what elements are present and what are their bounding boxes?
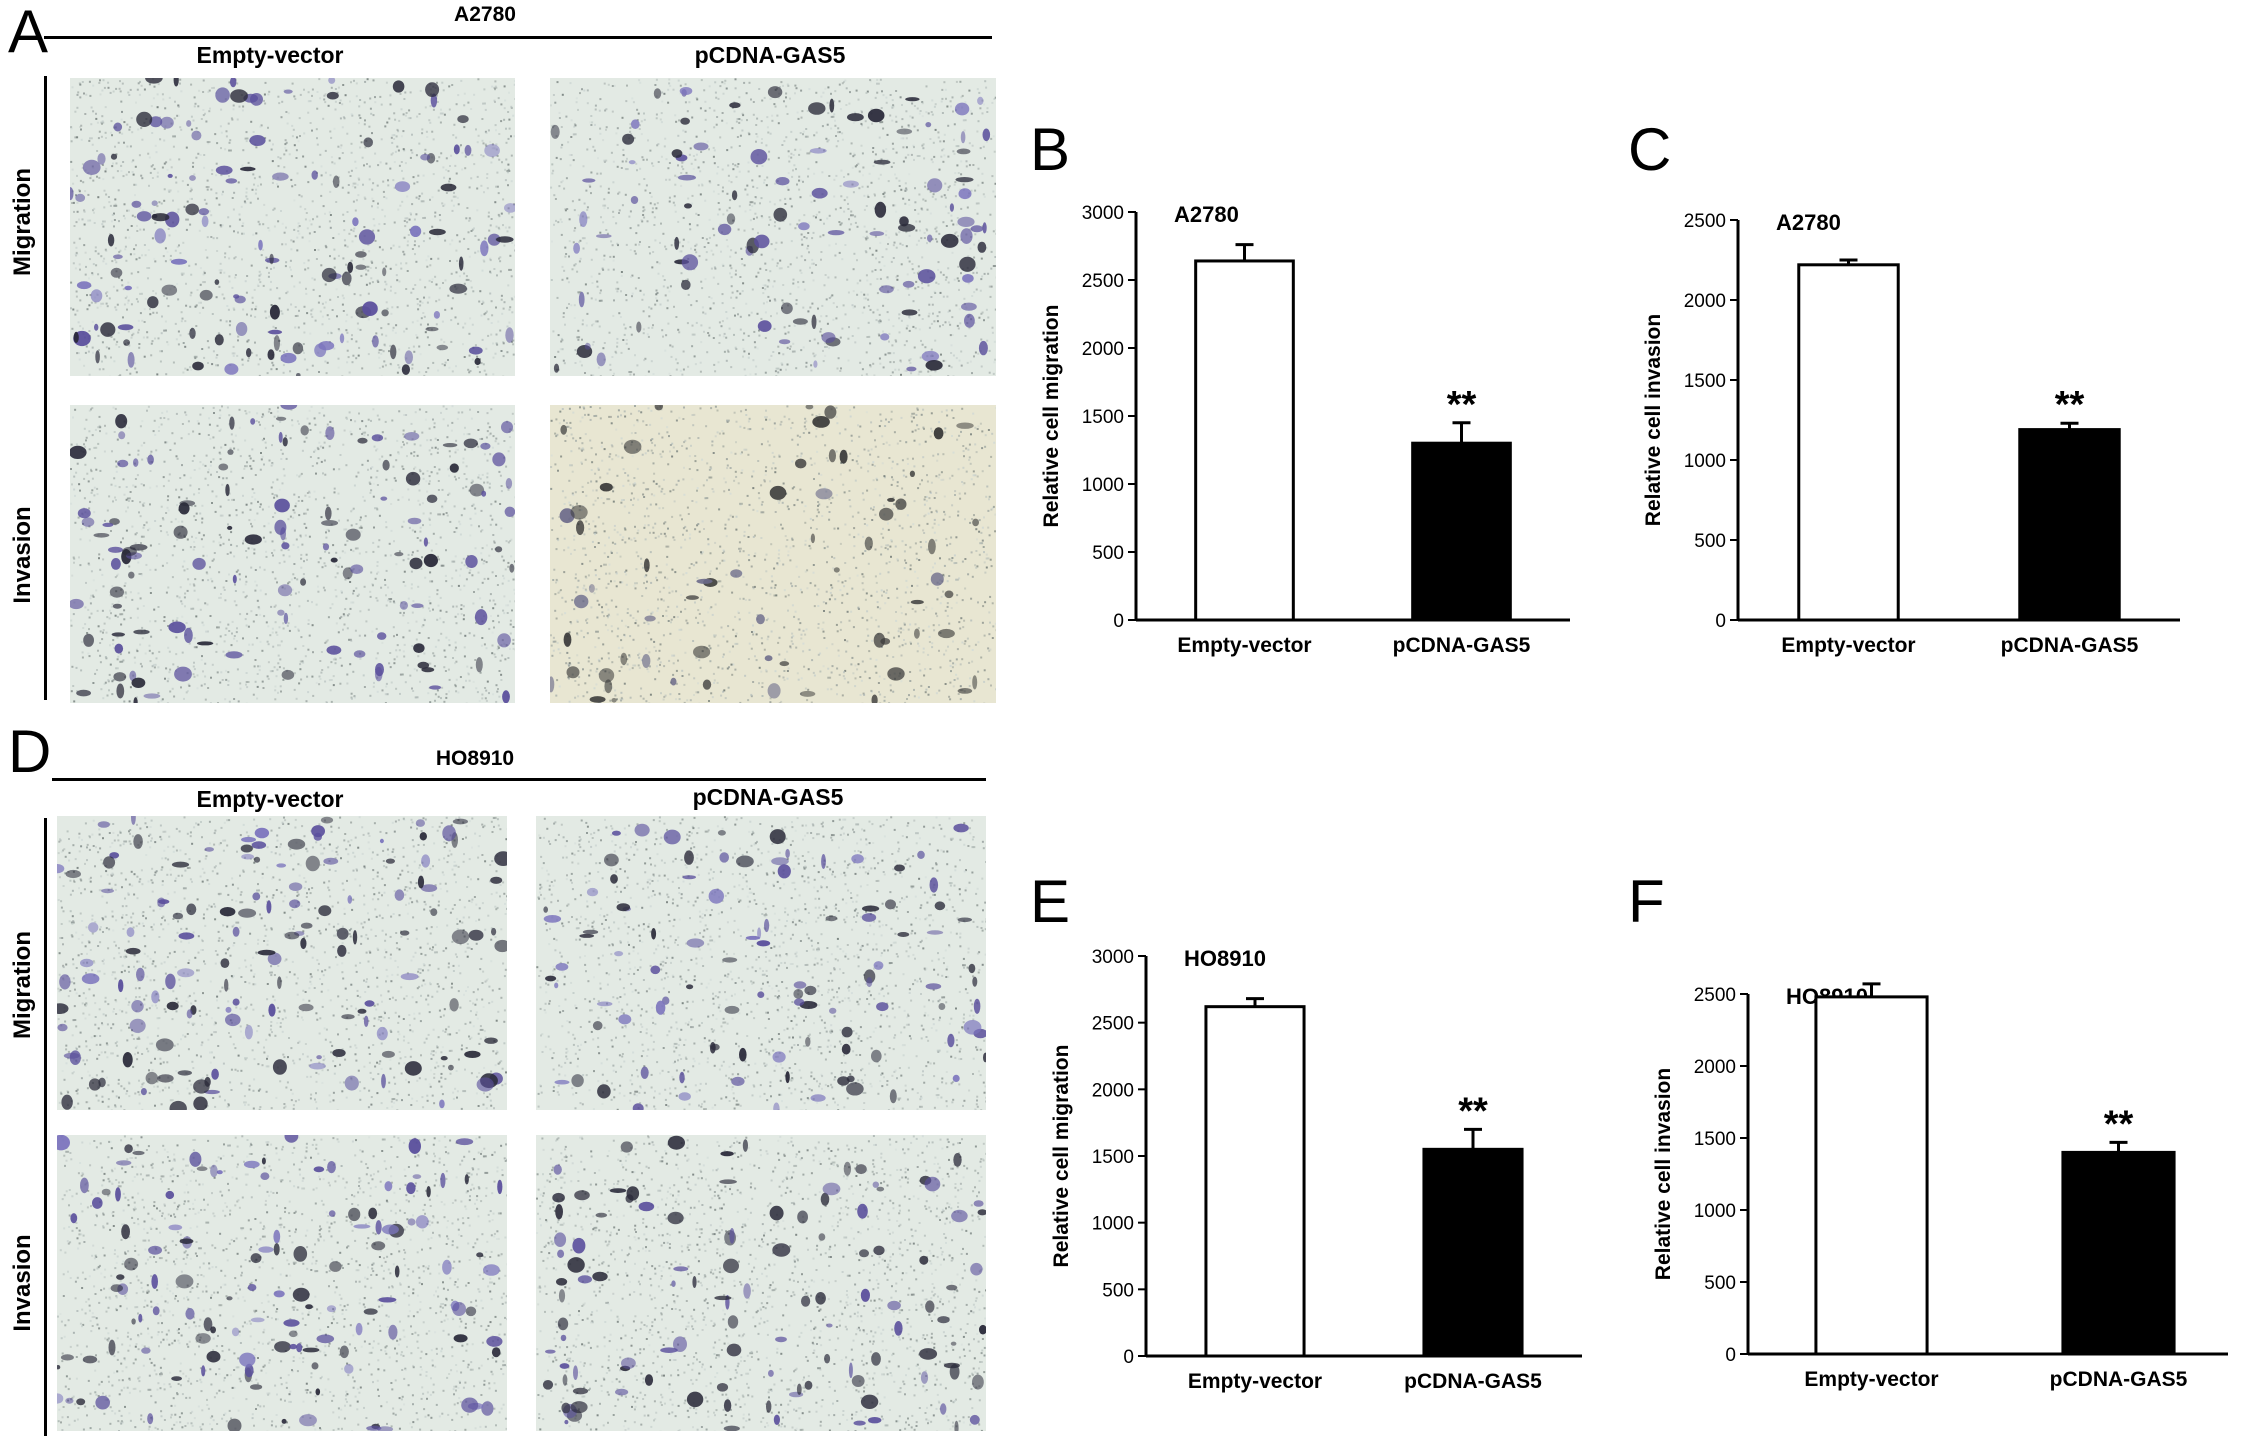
panel-letter-d: D — [8, 718, 52, 785]
y-tick-label: 2500 — [1082, 271, 1124, 292]
panel-a-side-rule — [44, 76, 47, 700]
y-axis-label: Relative cell migration — [1040, 305, 1063, 528]
y-tick-label: 0 — [1715, 611, 1726, 632]
y-tick-label: 1500 — [1082, 407, 1124, 428]
y-tick-label: 2000 — [1082, 339, 1124, 360]
panel-d-row-label-invasion: Invasion — [9, 1234, 36, 1332]
micrograph-ho8910-empty-vector-invasion — [57, 1135, 507, 1431]
chart-b: 0 500 1000 1500 2000 2500 3000 Relative cell mi… — [1040, 202, 1570, 657]
y-tick-label: 2500 — [1694, 985, 1736, 1006]
panel-letter-f: F — [1628, 868, 1665, 935]
y-tick-label: 2500 — [1092, 1014, 1134, 1035]
panel-letter-e: E — [1030, 868, 1071, 935]
bar-empty-vector — [1814, 995, 1929, 1356]
y-tick-label: 1000 — [1684, 451, 1726, 472]
micrograph-a2780-empty-vector-invasion — [70, 405, 515, 703]
chart-e: 0 500 1000 1500 2000 2500 3000 Relative cell mi… — [1050, 946, 1582, 1393]
y-tick-label: 1000 — [1694, 1201, 1736, 1222]
y-tick-label: 3000 — [1092, 947, 1134, 968]
panel-a-top-rule — [44, 36, 992, 39]
bar-pcdna-gas5 — [1411, 441, 1512, 622]
y-tick-label: 500 — [1102, 1280, 1134, 1301]
chart-title: A2780 — [1776, 210, 1841, 235]
significance-marker: ** — [2055, 384, 2085, 426]
significance-marker: ** — [2104, 1103, 2134, 1145]
x-tick-label: pCDNA-GAS5 — [1404, 1370, 1542, 1393]
bar-empty-vector — [1797, 263, 1900, 622]
x-tick-label: Empty-vector — [1188, 1370, 1322, 1393]
y-tick-label: 0 — [1123, 1347, 1134, 1368]
panel-a-col-label-pcdna-gas5: pCDNA-GAS5 — [694, 42, 846, 68]
bar-pcdna-gas5 — [2018, 428, 2121, 622]
y-tick-label: 1500 — [1694, 1129, 1736, 1150]
x-tick-label: pCDNA-GAS5 — [2001, 634, 2139, 657]
bar-empty-vector — [1194, 259, 1295, 622]
y-axis-label: Relative cell invasion — [1642, 314, 1665, 526]
y-axis-label: Relative cell migration — [1050, 1045, 1073, 1268]
panel-d-side-rule — [44, 818, 47, 1436]
y-tick-label: 1000 — [1092, 1214, 1134, 1235]
micrograph-ho8910-empty-vector-migration — [57, 816, 507, 1110]
bar-pcdna-gas5 — [2061, 1150, 2176, 1356]
bar-empty-vector — [1204, 1005, 1306, 1358]
panel-d-col-label-pcdna-gas5: pCDNA-GAS5 — [692, 784, 844, 810]
x-tick-label: Empty-vector — [1781, 634, 1915, 657]
x-tick-label: pCDNA-GAS5 — [2050, 1368, 2188, 1391]
significance-marker: ** — [1447, 384, 1477, 426]
y-tick-label: 1000 — [1082, 475, 1124, 496]
y-tick-label: 0 — [1725, 1345, 1736, 1366]
y-tick-label: 2000 — [1694, 1057, 1736, 1078]
panel-d-col-label-empty-vector: Empty-vector — [196, 786, 344, 812]
y-tick-label: 500 — [1694, 531, 1726, 552]
panel-d-top-rule — [52, 778, 986, 781]
panel-letter-a: A — [8, 0, 49, 65]
y-tick-label: 500 — [1092, 543, 1124, 564]
bar-pcdna-gas5 — [1422, 1147, 1524, 1358]
chart-c: 0 500 1000 1500 2000 2500 Relative cell invasi… — [1642, 210, 2180, 657]
chart-title: A2780 — [1174, 202, 1239, 227]
panel-d-cell-line-title: HO8910 — [435, 747, 515, 770]
micrograph-ho8910-pcdna-gas5-migration — [536, 816, 986, 1110]
y-tick-label: 2000 — [1684, 291, 1726, 312]
y-tick-label: 2000 — [1092, 1080, 1134, 1101]
x-tick-label: Empty-vector — [1177, 634, 1311, 657]
panel-a-row-label-migration: Migration — [9, 168, 36, 276]
panel-letter-b: B — [1030, 116, 1071, 183]
panel-a-cell-line-title: A2780 — [454, 3, 516, 26]
x-tick-label: Empty-vector — [1804, 1368, 1938, 1391]
y-tick-label: 1500 — [1684, 371, 1726, 392]
micrograph-a2780-empty-vector-migration — [70, 78, 515, 376]
panel-letter-c: C — [1628, 116, 1672, 183]
y-axis-label: Relative cell invasion — [1652, 1068, 1675, 1280]
x-tick-label: pCDNA-GAS5 — [1393, 634, 1531, 657]
chart-f: 0 500 1000 1500 2000 2500 Relative cell invasi… — [1652, 982, 2228, 1391]
panel-d-row-label-migration: Migration — [9, 931, 36, 1039]
y-tick-label: 3000 — [1082, 203, 1124, 224]
micrograph-ho8910-pcdna-gas5-invasion — [536, 1135, 986, 1431]
chart-title: HO8910 — [1184, 946, 1266, 971]
y-tick-label: 500 — [1704, 1273, 1736, 1294]
panel-a-row-label-invasion: Invasion — [9, 506, 36, 604]
y-tick-label: 0 — [1113, 611, 1124, 632]
y-tick-label: 2500 — [1684, 211, 1726, 232]
y-tick-label: 1500 — [1092, 1147, 1134, 1168]
micrograph-a2780-pcdna-gas5-migration — [550, 78, 996, 376]
panel-a-col-label-empty-vector: Empty-vector — [196, 42, 344, 68]
micrograph-a2780-pcdna-gas5-invasion — [550, 405, 996, 703]
significance-marker: ** — [1458, 1090, 1488, 1132]
